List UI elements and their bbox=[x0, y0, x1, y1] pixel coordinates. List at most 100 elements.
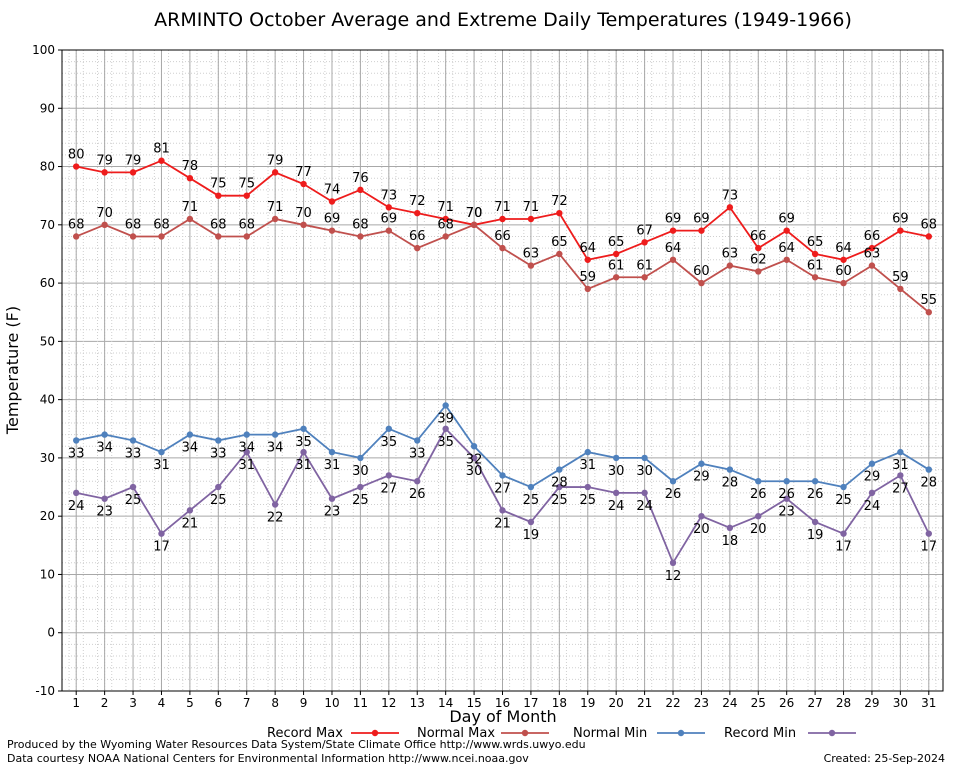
data-label-normal-max: 61 bbox=[807, 258, 824, 273]
data-label-normal-max: 70 bbox=[96, 206, 113, 221]
data-point-normal-max bbox=[641, 274, 648, 281]
data-label-normal-max: 55 bbox=[921, 293, 938, 308]
data-point-record-min bbox=[385, 472, 393, 479]
legend: Record Max Normal Max Normal Min Record Min bbox=[267, 726, 856, 741]
data-point-normal-max bbox=[726, 262, 734, 269]
x-tick-label: 29 bbox=[864, 696, 879, 710]
data-point-normal-min bbox=[641, 454, 648, 462]
data-label-normal-max: 68 bbox=[210, 217, 227, 232]
data-point-normal-max bbox=[442, 233, 449, 240]
data-point-normal-max bbox=[925, 309, 932, 316]
data-point-record-min bbox=[698, 512, 705, 520]
data-point-normal-max bbox=[556, 250, 563, 258]
legend-label-record-max: Record Max bbox=[267, 726, 343, 741]
x-tick-label: 28 bbox=[836, 696, 851, 710]
data-label-record-min: 23 bbox=[324, 505, 341, 520]
data-label-record-min: 26 bbox=[409, 487, 426, 502]
data-label-record-min: 24 bbox=[68, 499, 85, 514]
data-point-record-min bbox=[186, 507, 194, 514]
data-point-record-min bbox=[811, 518, 819, 526]
data-label-record-max: 66 bbox=[750, 229, 767, 244]
data-label-record-max: 71 bbox=[437, 200, 454, 215]
chart-title: ARMINTO October Average and Extreme Dail… bbox=[154, 9, 852, 31]
data-label-normal-min: 27 bbox=[494, 481, 511, 496]
data-label-normal-min: 31 bbox=[892, 458, 909, 473]
data-label-normal-max: 70 bbox=[466, 206, 483, 221]
data-point-record-min bbox=[414, 478, 421, 485]
data-point-record-min bbox=[669, 559, 677, 566]
y-tick-label: 0 bbox=[47, 626, 55, 640]
data-point-normal-max bbox=[811, 274, 819, 281]
data-label-record-max: 72 bbox=[551, 194, 568, 209]
data-point-record-min bbox=[499, 507, 506, 514]
x-tick-label: 27 bbox=[807, 696, 822, 710]
x-tick-label: 7 bbox=[243, 696, 251, 710]
x-tick-label: 2 bbox=[101, 696, 109, 710]
data-point-normal-max bbox=[186, 215, 194, 223]
data-point-record-max bbox=[840, 256, 847, 263]
data-label-normal-max: 61 bbox=[608, 258, 625, 273]
data-point-normal-max bbox=[129, 233, 137, 240]
data-label-record-max: 69 bbox=[778, 212, 795, 227]
data-point-record-max bbox=[328, 198, 336, 205]
data-label-normal-min: 34 bbox=[182, 441, 199, 456]
data-point-record-max bbox=[698, 227, 705, 234]
data-label-record-min: 25 bbox=[579, 493, 596, 508]
data-point-normal-min bbox=[698, 460, 705, 467]
data-point-normal-max bbox=[897, 285, 904, 293]
data-label-record-max: 73 bbox=[722, 188, 739, 203]
data-label-normal-min: 31 bbox=[579, 458, 596, 473]
x-tick-label: 4 bbox=[158, 696, 166, 710]
data-label-normal-min: 30 bbox=[608, 464, 625, 479]
data-label-normal-max: 68 bbox=[238, 217, 255, 232]
data-point-normal-min bbox=[328, 448, 336, 456]
data-point-record-max bbox=[811, 250, 819, 258]
data-point-record-max bbox=[925, 233, 932, 240]
data-label-record-min: 27 bbox=[381, 481, 398, 496]
legend-marker-normal-min bbox=[677, 729, 685, 737]
x-tick-label: 13 bbox=[410, 696, 425, 710]
data-label-normal-max: 62 bbox=[750, 252, 767, 267]
data-label-record-min: 24 bbox=[636, 499, 653, 514]
data-point-normal-min bbox=[584, 448, 591, 456]
footer-credit-line-2: Data courtesy NOAA National Centers for … bbox=[7, 752, 529, 765]
y-tick-label: 100 bbox=[32, 43, 55, 57]
data-point-normal-max bbox=[158, 233, 165, 240]
data-point-normal-min bbox=[101, 431, 108, 438]
data-label-record-max: 65 bbox=[807, 235, 824, 250]
data-point-normal-max bbox=[73, 233, 80, 240]
data-point-normal-max bbox=[755, 268, 762, 275]
data-point-normal-max bbox=[215, 233, 222, 240]
data-label-normal-max: 70 bbox=[295, 206, 312, 221]
data-label-record-min: 25 bbox=[125, 493, 142, 508]
data-point-record-min bbox=[840, 530, 847, 537]
data-point-normal-max bbox=[414, 244, 421, 252]
data-label-normal-min: 35 bbox=[381, 435, 398, 450]
data-point-normal-max bbox=[300, 221, 307, 229]
data-label-record-min: 24 bbox=[864, 499, 881, 514]
data-label-normal-min: 28 bbox=[551, 476, 568, 491]
data-label-normal-min: 39 bbox=[437, 411, 454, 426]
data-label-normal-max: 68 bbox=[437, 217, 454, 232]
y-axis-title: Temperature (F) bbox=[3, 306, 22, 435]
grid-lines bbox=[62, 49, 943, 692]
data-point-normal-max bbox=[243, 233, 250, 240]
data-label-normal-min: 28 bbox=[722, 476, 739, 491]
data-point-normal-max bbox=[584, 285, 591, 293]
x-tick-label: 21 bbox=[637, 696, 652, 710]
data-point-normal-min bbox=[357, 454, 364, 462]
data-label-normal-max: 68 bbox=[125, 217, 142, 232]
data-point-record-max bbox=[300, 180, 307, 188]
data-label-record-min: 19 bbox=[807, 528, 824, 543]
data-point-record-max bbox=[669, 227, 677, 234]
data-point-normal-min bbox=[442, 402, 449, 409]
data-label-record-max: 69 bbox=[892, 212, 909, 227]
data-label-normal-min: 25 bbox=[523, 493, 540, 508]
data-label-normal-min: 30 bbox=[352, 464, 369, 479]
x-tick-label: 20 bbox=[609, 696, 624, 710]
data-label-normal-max: 63 bbox=[722, 247, 739, 262]
data-label-normal-min: 33 bbox=[210, 446, 227, 461]
data-point-normal-max bbox=[783, 256, 790, 263]
data-point-normal-min bbox=[385, 425, 393, 432]
